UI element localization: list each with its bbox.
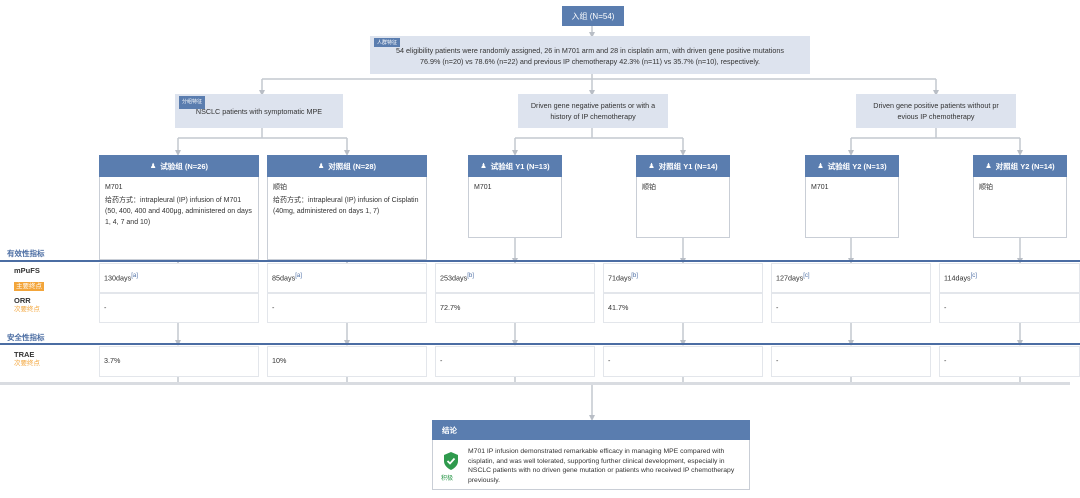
person-icon: ♟ xyxy=(985,163,992,170)
row-label-orr: ORR 次要终点 xyxy=(14,296,40,314)
arm-drug: 顺铂 xyxy=(979,184,993,191)
table-cell: 130days[a] xyxy=(99,263,259,293)
section-safety-label: 安全性指标 xyxy=(7,333,45,342)
secondary-endpoint-badge: 次要终点 xyxy=(14,360,40,367)
primary-endpoint-badge: 主要终点 xyxy=(14,282,44,291)
conclusion-body: 积极 M701 IP infusion demonstrated remarka… xyxy=(432,440,750,490)
person-icon: ♟ xyxy=(150,163,157,170)
arm-header: ♟ 试验组 Y2 (N=13) xyxy=(805,155,899,177)
eligibility-box: 人群特征 54 eligibility patients were random… xyxy=(370,36,810,74)
positive-label: 积极 xyxy=(441,476,454,482)
table-cell: 114days[c] xyxy=(939,263,1080,293)
arm-drug: M701 xyxy=(474,184,492,191)
shield-check-icon xyxy=(444,452,458,470)
table-cell: - xyxy=(99,293,259,323)
table-cell: 85days[a] xyxy=(267,263,427,293)
arm-body: 顺铂 xyxy=(636,177,730,238)
group-label: NSCLC patients with symptomatic MPE xyxy=(195,106,323,116)
table-cell: 127days[c] xyxy=(771,263,931,293)
arm-card: ♟ 试验组 Y1 (N=13) M701 xyxy=(468,155,562,238)
table-cell: 71days[b] xyxy=(603,263,763,293)
arm-body: 顺铂 xyxy=(973,177,1067,238)
arm-header: ♟ 试验组 Y1 (N=13) xyxy=(468,155,562,177)
arm-header-label: 对照组 Y1 (N=14) xyxy=(658,161,718,171)
person-icon: ♟ xyxy=(817,163,824,170)
arm-body: M701 给药方式：intrapleural (IP) infusion of … xyxy=(99,177,259,260)
person-icon: ♟ xyxy=(318,163,325,170)
arm-admin: 给药方式：intrapleural (IP) infusion of Cispl… xyxy=(273,197,419,215)
section-efficacy-label: 有效性指标 xyxy=(7,249,45,258)
group-box-driven-positive: Driven gene positive patients without pr… xyxy=(856,94,1016,128)
eligibility-tag: 人群特征 xyxy=(374,38,401,47)
arm-card: ♟ 对照组 Y1 (N=14) 顺铂 xyxy=(636,155,730,238)
conclusion-header: 结论 xyxy=(432,420,750,440)
group-label: Driven gene positive patients without pr… xyxy=(873,101,999,121)
arm-header-label: 对照组 Y2 (N=14) xyxy=(995,161,1055,171)
section-divider xyxy=(0,343,1080,345)
table-cell: - xyxy=(939,293,1080,323)
secondary-endpoint-badge: 次要终点 xyxy=(14,306,40,313)
arm-body: 顺铂 给药方式：intrapleural (IP) infusion of Ci… xyxy=(267,177,427,260)
arm-card: ♟ 试验组 Y2 (N=13) M701 xyxy=(805,155,899,238)
arm-card: ♟ 对照组 Y2 (N=14) 顺铂 xyxy=(973,155,1067,238)
table-cell: - xyxy=(267,293,427,323)
arm-header: ♟ 对照组 Y2 (N=14) xyxy=(973,155,1067,177)
row-label-mpfs: mPuFS 主要终点 xyxy=(14,266,44,293)
section-divider xyxy=(0,260,1080,262)
arm-header: ♟ 试验组 (N=26) xyxy=(99,155,259,177)
table-cell: - xyxy=(771,293,931,323)
row-label-trae: TRAE 次要终点 xyxy=(14,350,40,368)
arm-header: ♟ 对照组 Y1 (N=14) xyxy=(636,155,730,177)
arm-body: M701 xyxy=(805,177,899,238)
arm-header-label: 试验组 (N=26) xyxy=(160,161,208,171)
table-cell: 3.7% xyxy=(99,346,259,377)
table-cell: 253days[b] xyxy=(435,263,595,293)
table-cell: 41.7% xyxy=(603,293,763,323)
arm-drug: M701 xyxy=(105,184,123,191)
row-title: ORR xyxy=(14,296,31,305)
arm-card: ♟ 试验组 (N=26) M701 给药方式：intrapleural (IP) … xyxy=(99,155,259,260)
arm-header-label: 试验组 Y2 (N=13) xyxy=(827,161,887,171)
person-icon: ♟ xyxy=(648,163,655,170)
enrollment-box: 入组 (N=54) xyxy=(562,6,624,26)
row-title: TRAE xyxy=(14,350,35,359)
eligibility-line-1: 54 eligibility patients were randomly as… xyxy=(396,46,784,55)
arm-admin: 给药方式：intrapleural (IP) infusion of M701 … xyxy=(105,197,252,226)
table-cell: 10% xyxy=(267,346,427,377)
eligibility-line-2: 76.9% (n=20) vs 78.6% (n=22) and previou… xyxy=(420,57,760,66)
arm-header-label: 试验组 Y1 (N=13) xyxy=(490,161,550,171)
table-cell: - xyxy=(603,346,763,377)
row-title: mPuFS xyxy=(14,266,40,275)
arm-card: ♟ 对照组 (N=28) 顺铂 给药方式：intrapleural (IP) in… xyxy=(267,155,427,260)
arm-header: ♟ 对照组 (N=28) xyxy=(267,155,427,177)
conclusion-text: M701 IP infusion demonstrated remarkable… xyxy=(468,448,735,484)
arm-drug: 顺铂 xyxy=(642,184,656,191)
group-label: Driven gene negative patients or with a … xyxy=(530,101,656,121)
table-cell: - xyxy=(435,346,595,377)
arm-drug: M701 xyxy=(811,184,829,191)
arm-drug: 顺铂 xyxy=(273,184,287,191)
table-cell: 72.7% xyxy=(435,293,595,323)
group-box-nsclc: 分组特征 NSCLC patients with symptomatic MPE xyxy=(175,94,343,128)
arm-header-label: 对照组 (N=28) xyxy=(328,161,376,171)
table-cell: - xyxy=(939,346,1080,377)
group-box-driven-negative: Driven gene negative patients or with a … xyxy=(518,94,668,128)
person-icon: ♟ xyxy=(480,163,487,170)
table-cell: - xyxy=(771,346,931,377)
arm-body: M701 xyxy=(468,177,562,238)
group-tag: 分组特征 xyxy=(179,96,206,109)
